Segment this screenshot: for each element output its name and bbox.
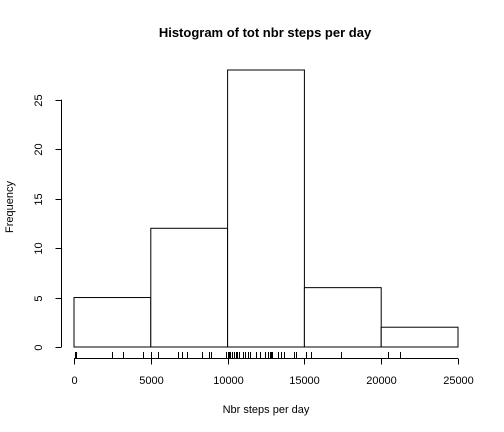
y-tick-label: 10 — [33, 242, 45, 254]
x-tick-label: 15000 — [289, 375, 320, 387]
histogram-bar-3 — [227, 69, 305, 348]
y-tick-label: 20 — [33, 143, 45, 155]
x-axis: 0 5000 10000 15000 20000 25000 — [71, 358, 474, 387]
x-tick-label: 20000 — [366, 375, 397, 387]
chart-title: Histogram of tot nbr steps per day — [159, 25, 372, 40]
histogram-bar-4 — [303, 287, 382, 348]
x-axis-label: Nbr steps per day — [223, 404, 310, 416]
histogram-bar-2 — [150, 227, 229, 348]
bars-group — [73, 69, 459, 348]
histogram-bar-5 — [380, 326, 459, 348]
x-tick-label: 10000 — [213, 375, 244, 387]
x-tick-label: 25000 — [443, 375, 474, 387]
y-tick-label: 25 — [33, 94, 45, 106]
rug-group — [75, 352, 401, 358]
x-tick-label: 5000 — [139, 375, 163, 387]
y-tick-label: 15 — [33, 193, 45, 205]
histogram-bar-1 — [73, 297, 152, 348]
x-tick-label: 0 — [71, 375, 77, 387]
y-axis: 0 5 10 15 20 25 — [33, 94, 62, 351]
y-axis-label: Frequency — [4, 181, 16, 233]
y-tick-label: 5 — [33, 295, 45, 301]
y-tick-label: 0 — [33, 344, 45, 350]
